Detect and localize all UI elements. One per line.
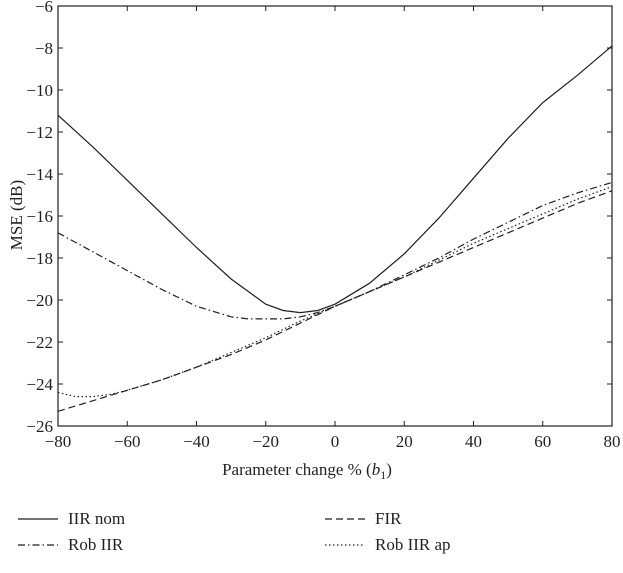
x-tick-label: −80 — [45, 432, 72, 451]
x-tick-label: −20 — [252, 432, 279, 451]
axis-ticks: −80 −60 −40 −20 0 20 40 60 80 −26 −24 −22 −20 −18 −16 −… — [26, 0, 620, 451]
series-line-2 — [57, 190, 613, 412]
x-axis-label-variable: b — [372, 460, 381, 479]
x-tick-label: −40 — [183, 432, 210, 451]
y-tick-label: −12 — [26, 123, 53, 142]
x-tick-label: 40 — [465, 432, 482, 451]
legend-label: Rob IIR — [68, 535, 124, 554]
y-tick-label: −8 — [35, 39, 53, 58]
series-line-1 — [57, 45, 613, 314]
plot-frame — [57, 5, 613, 427]
series-line-4 — [57, 186, 613, 398]
y-tick-label: −16 — [26, 207, 53, 226]
y-axis-label: MSE (dB) — [7, 180, 26, 250]
x-tick-label: −60 — [114, 432, 141, 451]
x-tick-label: 80 — [604, 432, 621, 451]
y-tick-label: −18 — [26, 249, 53, 268]
x-tick-label: 60 — [534, 432, 551, 451]
series-line-3 — [57, 181, 613, 320]
legend: IIR nom FIR Rob IIR Rob IIR ap — [18, 509, 451, 554]
x-tick-label: 0 — [331, 432, 340, 451]
y-tick-label: −26 — [26, 417, 53, 436]
y-tick-label: −24 — [26, 375, 53, 394]
legend-label: IIR nom — [68, 509, 125, 528]
x-axis-label-close: ) — [386, 460, 392, 479]
x-axis-label-subscript: 1 — [380, 468, 386, 482]
legend-label: FIR — [375, 509, 402, 528]
y-tick-label: −22 — [26, 333, 53, 352]
x-tick-label: 20 — [396, 432, 413, 451]
x-axis-label: Parameter change % (b1) — [222, 460, 392, 482]
x-axis-label-text: Parameter change % ( — [222, 460, 372, 479]
y-tick-label: −20 — [26, 291, 53, 310]
y-tick-label: −14 — [26, 165, 53, 184]
y-tick-label: −10 — [26, 81, 53, 100]
legend-label: Rob IIR ap — [375, 535, 451, 554]
series-layer — [57, 45, 613, 412]
y-tick-label: −6 — [35, 0, 53, 16]
